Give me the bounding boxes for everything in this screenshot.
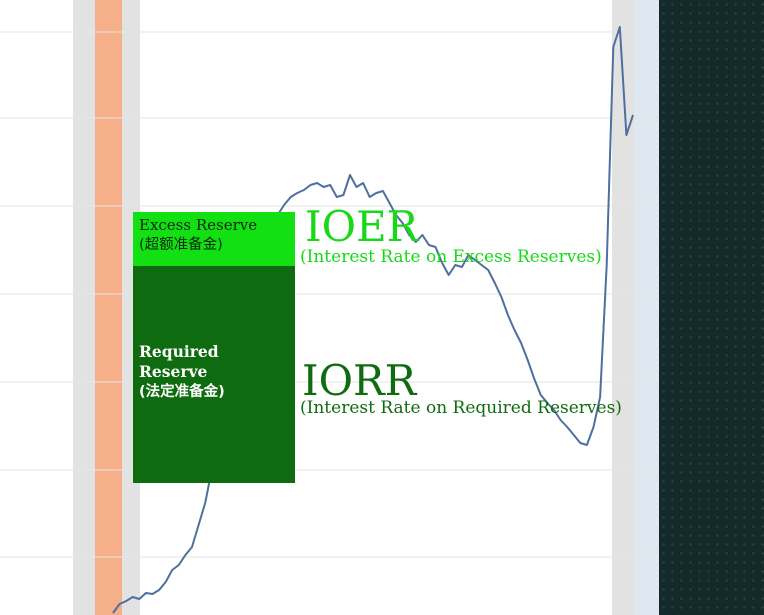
gridlines (0, 31, 659, 558)
required-reserve-subtitle: (法定准备金) (139, 384, 225, 400)
data-series-line (112, 26, 634, 614)
ioer-description: (Interest Rate on Excess Reserves) (300, 247, 602, 267)
data-line-layer (112, 26, 634, 614)
iorr-description: (Interest Rate on Required Reserves) (300, 398, 622, 418)
required-reserve-title: Required Reserve (139, 342, 219, 381)
right-shaded-column (612, 0, 634, 615)
excess-reserve-title: Excess Reserve (139, 216, 258, 234)
ioer-label: IOER (305, 202, 419, 251)
required-reserve-box: Required Reserve (法定准备金) (133, 266, 295, 483)
excess-reserve-subtitle: (超额准备金) (139, 237, 223, 253)
dark-side-panel (659, 0, 764, 615)
right-blue-column (634, 0, 659, 615)
excess-reserve-box: Excess Reserve (超额准备金) (133, 212, 295, 266)
recession-band (95, 0, 122, 615)
iorr-label: IORR (302, 356, 417, 405)
